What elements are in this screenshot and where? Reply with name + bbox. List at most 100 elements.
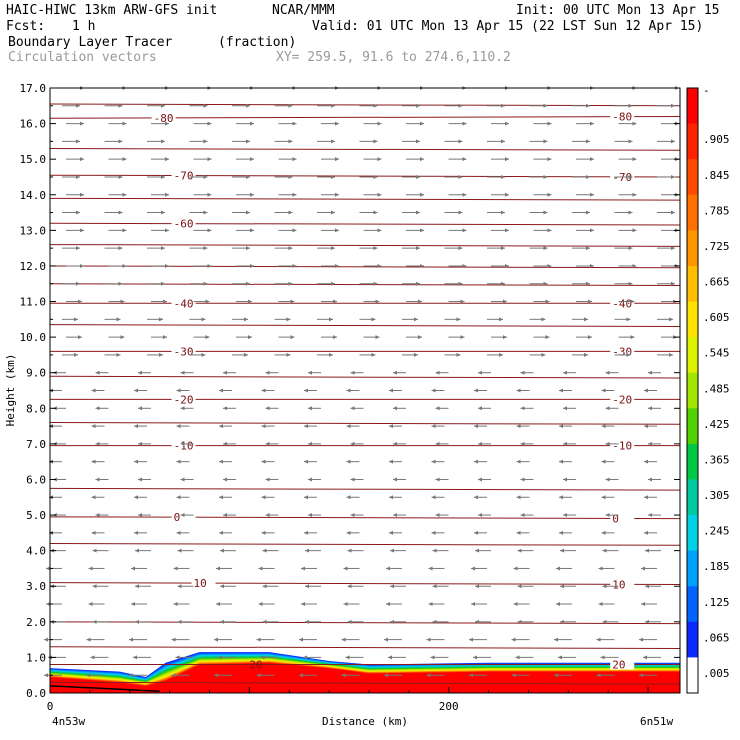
vector-head bbox=[517, 548, 522, 553]
y-tick-label: 11.0 bbox=[20, 296, 47, 309]
colorbar-label: .545 bbox=[703, 347, 730, 360]
contour-label-bg bbox=[151, 111, 176, 123]
vector-head bbox=[246, 103, 250, 108]
vector-head bbox=[201, 317, 206, 322]
vector-head bbox=[76, 210, 80, 215]
vector-head bbox=[308, 406, 312, 411]
isoline-6 bbox=[49, 324, 681, 327]
vector-head bbox=[346, 495, 351, 500]
vector-head bbox=[644, 495, 648, 500]
y-tick-label: 8.0 bbox=[26, 402, 46, 415]
vector-head bbox=[165, 157, 169, 162]
vector-head bbox=[78, 335, 82, 340]
vector-head bbox=[471, 566, 475, 571]
terrain-line bbox=[49, 685, 160, 692]
vector-head bbox=[246, 246, 250, 251]
vector-head bbox=[505, 157, 509, 162]
vector-head bbox=[76, 174, 80, 179]
vector-head bbox=[118, 139, 123, 144]
vector-head bbox=[516, 424, 521, 429]
vector-head bbox=[331, 210, 335, 215]
vector-head bbox=[175, 655, 180, 660]
y-tick-label: 15.0 bbox=[20, 153, 47, 166]
vector-head bbox=[644, 530, 648, 535]
vector-head bbox=[76, 139, 80, 144]
vector-head bbox=[511, 637, 516, 642]
contour-line-60 bbox=[49, 222, 681, 226]
vector-head bbox=[389, 530, 393, 535]
isoline-1 bbox=[49, 148, 681, 151]
vector-head bbox=[584, 352, 588, 357]
vector-head bbox=[258, 602, 263, 607]
vector-head bbox=[590, 157, 594, 162]
vector-head bbox=[601, 459, 606, 464]
vector-head bbox=[292, 157, 297, 162]
vector-head bbox=[520, 477, 525, 482]
vector-head bbox=[393, 513, 397, 518]
vector-head bbox=[329, 317, 333, 322]
vector-head bbox=[173, 566, 178, 571]
vector-head bbox=[590, 121, 594, 126]
vector-head bbox=[462, 263, 467, 268]
vector-head bbox=[501, 139, 505, 144]
vector-head bbox=[346, 530, 351, 535]
vector-head bbox=[120, 335, 125, 340]
vector-head bbox=[244, 352, 248, 357]
vector-head bbox=[138, 370, 142, 375]
colorbar-swatch bbox=[687, 621, 698, 658]
vector-head bbox=[475, 584, 479, 589]
colorbar-swatch bbox=[687, 230, 698, 267]
vector-head bbox=[171, 673, 176, 678]
vector-head bbox=[331, 281, 335, 286]
vector-head bbox=[431, 424, 436, 429]
vector-head bbox=[605, 441, 610, 446]
colorbar-swatch bbox=[687, 479, 698, 516]
vector-head bbox=[250, 192, 254, 197]
colorbar-swatch bbox=[687, 515, 698, 552]
vector-head bbox=[223, 513, 227, 518]
vector-head bbox=[605, 513, 610, 518]
y-tick-label: 1.0 bbox=[26, 651, 46, 664]
vector-head bbox=[80, 157, 84, 162]
vector-head bbox=[335, 228, 339, 233]
vector-head bbox=[645, 548, 649, 553]
vector-head bbox=[159, 352, 163, 357]
vector-head bbox=[671, 246, 675, 251]
vector-head bbox=[516, 388, 521, 393]
vector-head bbox=[262, 548, 267, 553]
colorbar-label: .065 bbox=[703, 631, 730, 644]
isoline-8 bbox=[49, 422, 681, 425]
vector-head bbox=[299, 673, 303, 678]
vector-head bbox=[590, 228, 594, 233]
vector-head bbox=[373, 139, 378, 144]
vector-head bbox=[416, 246, 420, 251]
vector-head bbox=[216, 602, 220, 607]
y-tick-label: 9.0 bbox=[26, 367, 46, 380]
x-tick-label: 0 bbox=[47, 700, 54, 713]
vector-head bbox=[177, 548, 182, 553]
vector-head bbox=[373, 103, 378, 108]
vector-head bbox=[602, 584, 607, 589]
colorbar-label: .305 bbox=[703, 489, 730, 502]
vector-head bbox=[501, 281, 505, 286]
vector-head bbox=[648, 441, 652, 446]
vector-head bbox=[74, 352, 78, 357]
vector-head bbox=[432, 584, 437, 589]
vector-head bbox=[95, 406, 100, 411]
vector-head bbox=[288, 210, 293, 215]
vector-head bbox=[95, 441, 100, 446]
colorbar-label: .665 bbox=[703, 276, 730, 289]
vector-head bbox=[46, 566, 50, 571]
vector-head bbox=[435, 370, 440, 375]
vector-head bbox=[165, 192, 169, 197]
vector-head bbox=[393, 370, 397, 375]
vector-head bbox=[377, 157, 382, 162]
vector-head bbox=[420, 192, 424, 197]
vector-head bbox=[460, 299, 465, 304]
vector-head bbox=[265, 513, 270, 518]
vector-head bbox=[373, 246, 378, 251]
vector-head bbox=[431, 459, 436, 464]
forecast-label: Fcst: bbox=[6, 19, 46, 34]
vector-head bbox=[478, 406, 482, 411]
contour-label-bg bbox=[610, 578, 635, 590]
